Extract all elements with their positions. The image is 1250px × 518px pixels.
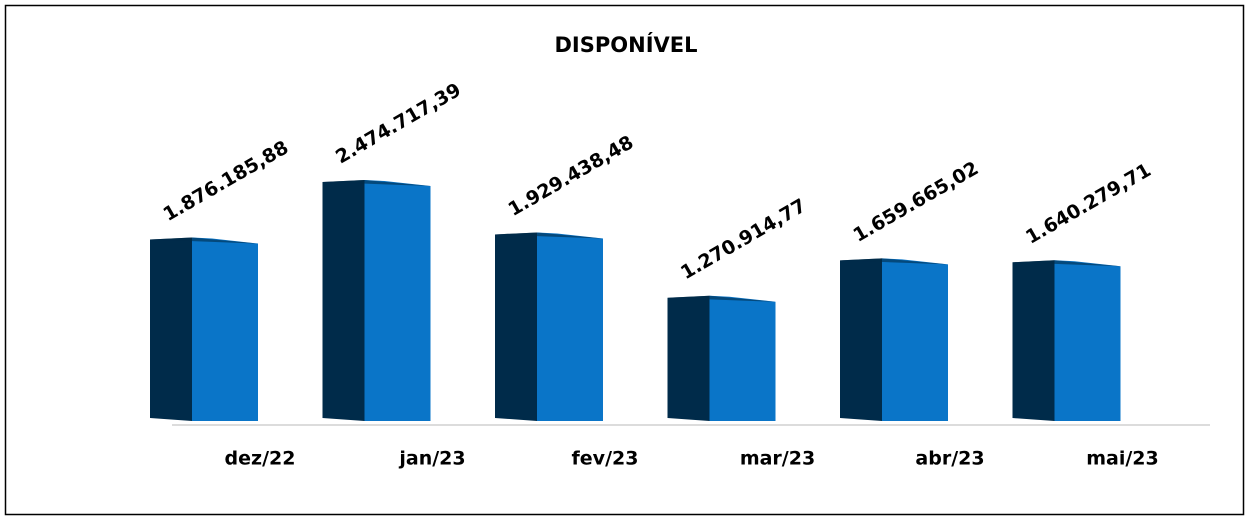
x-tick-label: mar/23 — [740, 448, 815, 470]
bar — [667, 295, 776, 421]
bar-front — [537, 232, 603, 421]
bar — [1012, 260, 1121, 421]
x-tick-label: mai/23 — [1086, 448, 1159, 470]
bar-side — [150, 237, 192, 421]
bar-front — [192, 237, 258, 421]
bar-top — [495, 232, 603, 239]
bar — [840, 258, 948, 421]
chart-title: DISPONÍVEL — [555, 32, 698, 57]
bar-top — [667, 295, 776, 302]
bar-side — [1012, 260, 1055, 421]
bar-side — [667, 295, 710, 421]
x-tick-label: jan/23 — [398, 448, 465, 470]
x-tick-label: fev/23 — [572, 448, 639, 470]
bar — [322, 180, 431, 421]
bar-side — [495, 232, 537, 421]
bar-front — [709, 295, 776, 421]
bar-top — [150, 237, 258, 244]
bar — [495, 232, 603, 421]
bar-front — [1054, 260, 1121, 421]
bar-top — [1012, 260, 1121, 267]
bar-front — [882, 258, 948, 421]
bar-side — [840, 258, 882, 421]
bar-side — [322, 180, 365, 421]
bar-top — [322, 180, 431, 186]
bar-top — [840, 258, 948, 265]
x-tick-label: dez/22 — [225, 448, 296, 470]
x-tick-label: abr/23 — [915, 448, 984, 470]
bar — [150, 237, 258, 421]
bar-front — [364, 180, 431, 421]
